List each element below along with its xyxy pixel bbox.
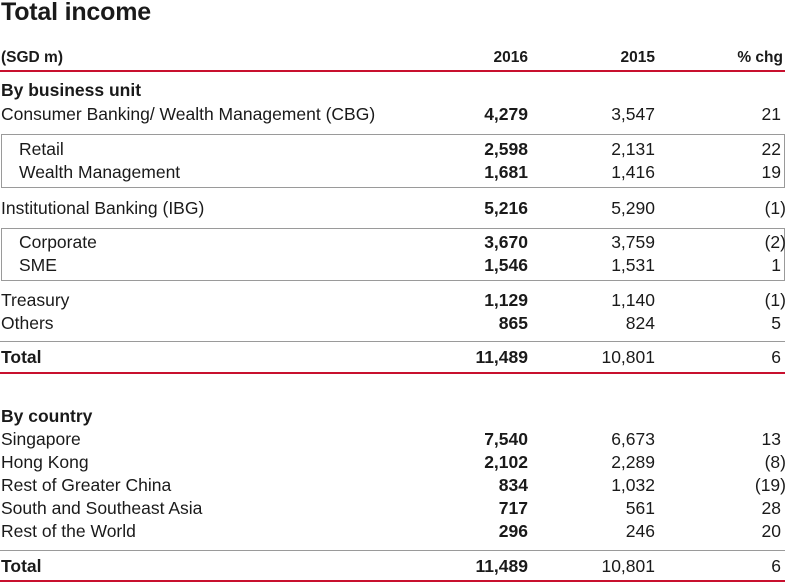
row-label: Retail xyxy=(19,139,64,159)
col-chg-header: % chg xyxy=(737,49,783,66)
value-2015: 5,290 xyxy=(611,198,655,218)
table-row: Rest of Greater China 834 1,032 (19) xyxy=(0,474,800,497)
col-2015-header: 2015 xyxy=(620,49,655,66)
value-2016: 2,598 xyxy=(484,139,528,159)
value-chg: 5 xyxy=(771,313,781,333)
value-2015: 10,801 xyxy=(601,556,655,576)
value-chg: (1) xyxy=(764,198,786,218)
value-2015: 1,032 xyxy=(611,475,655,495)
value-2016: 2,102 xyxy=(484,452,528,472)
value-2015: 10,801 xyxy=(601,347,655,367)
value-2015: 246 xyxy=(625,521,655,541)
value-2015: 6,673 xyxy=(611,429,655,449)
page-title: Total income xyxy=(1,0,151,26)
value-chg: 1 xyxy=(771,255,781,275)
value-chg: 19 xyxy=(761,162,781,182)
row-label: SME xyxy=(19,255,57,275)
cbg-breakdown-box xyxy=(1,134,785,188)
row-label: Corporate xyxy=(19,232,97,252)
table-row: Treasury 1,129 1,140 (1) xyxy=(0,289,800,312)
value-2016: 4,279 xyxy=(484,104,528,124)
value-2015: 561 xyxy=(625,498,655,518)
row-label: Rest of Greater China xyxy=(1,475,172,495)
ibg-breakdown-box xyxy=(1,228,785,281)
value-chg: 21 xyxy=(761,104,781,124)
table-row: Wealth Management 1,681 1,416 19 xyxy=(0,161,800,184)
unit-label: (SGD m) xyxy=(1,49,63,66)
value-chg: 28 xyxy=(761,498,781,518)
value-2016: 7,540 xyxy=(484,429,528,449)
header-rule xyxy=(0,70,785,72)
value-chg: (1) xyxy=(764,290,786,310)
row-label: South and Southeast Asia xyxy=(1,498,203,518)
value-2016: 1,129 xyxy=(484,290,528,310)
table-row: Retail 2,598 2,131 22 xyxy=(0,138,800,161)
table-row: Corporate 3,670 3,759 (2) xyxy=(0,231,800,254)
table-row: Consumer Banking/ Wealth Management (CBG… xyxy=(0,103,800,126)
value-2016: 1,681 xyxy=(484,162,528,182)
row-label: Others xyxy=(1,313,54,333)
value-2015: 824 xyxy=(625,313,655,333)
value-2016: 1,546 xyxy=(484,255,528,275)
row-label: Institutional Banking (IBG) xyxy=(1,198,205,218)
row-label: Consumer Banking/ Wealth Management (CBG… xyxy=(1,104,376,124)
value-chg: (2) xyxy=(764,232,786,252)
value-chg: 6 xyxy=(771,556,781,576)
total-rule-top xyxy=(0,341,785,342)
value-2015: 3,547 xyxy=(611,104,655,124)
section-country: By country xyxy=(1,406,93,426)
row-label: Total xyxy=(1,556,42,576)
value-2016: 11,489 xyxy=(475,347,528,367)
value-chg: 13 xyxy=(761,429,781,449)
table-row: Others 865 824 5 xyxy=(0,312,800,335)
value-2015: 2,289 xyxy=(611,452,655,472)
table-row: SME 1,546 1,531 1 xyxy=(0,254,800,277)
value-2016: 717 xyxy=(498,498,528,518)
value-chg: 6 xyxy=(771,347,781,367)
table-row: Hong Kong 2,102 2,289 (8) xyxy=(0,451,800,474)
total-rule-top xyxy=(0,550,785,551)
row-label: Wealth Management xyxy=(19,162,181,182)
table-row: Rest of the World 296 246 20 xyxy=(0,520,800,543)
table-row: Institutional Banking (IBG) 5,216 5,290 … xyxy=(0,197,800,220)
value-2016: 296 xyxy=(498,521,528,541)
row-label: Total xyxy=(1,347,42,367)
row-label: Hong Kong xyxy=(1,452,89,472)
value-2015: 1,140 xyxy=(611,290,655,310)
value-2016: 3,670 xyxy=(484,232,528,252)
table-header: (SGD m) 2016 2015 % chg xyxy=(0,46,800,69)
value-chg: 22 xyxy=(761,139,781,159)
value-2015: 1,531 xyxy=(611,255,655,275)
total-rule-bottom xyxy=(0,372,785,374)
total-row: Total 11,489 10,801 6 xyxy=(0,346,800,369)
value-chg: (19) xyxy=(754,475,786,495)
table-row: Singapore 7,540 6,673 13 xyxy=(0,428,800,451)
section-business-unit: By business unit xyxy=(1,80,142,100)
row-label: Rest of the World xyxy=(1,521,136,541)
value-2015: 3,759 xyxy=(611,232,655,252)
value-2016: 865 xyxy=(498,313,528,333)
value-chg: (8) xyxy=(764,452,786,472)
value-2016: 11,489 xyxy=(475,556,528,576)
total-rule-bottom xyxy=(0,580,785,582)
total-row: Total 11,489 10,801 6 xyxy=(0,555,800,578)
value-2016: 834 xyxy=(498,475,528,495)
row-label: Singapore xyxy=(1,429,81,449)
value-2015: 2,131 xyxy=(611,139,655,159)
value-2016: 5,216 xyxy=(484,198,528,218)
value-2015: 1,416 xyxy=(611,162,655,182)
table-row: South and Southeast Asia 717 561 28 xyxy=(0,497,800,520)
value-chg: 20 xyxy=(761,521,781,541)
row-label: Treasury xyxy=(1,290,70,310)
col-2016-header: 2016 xyxy=(493,49,528,66)
